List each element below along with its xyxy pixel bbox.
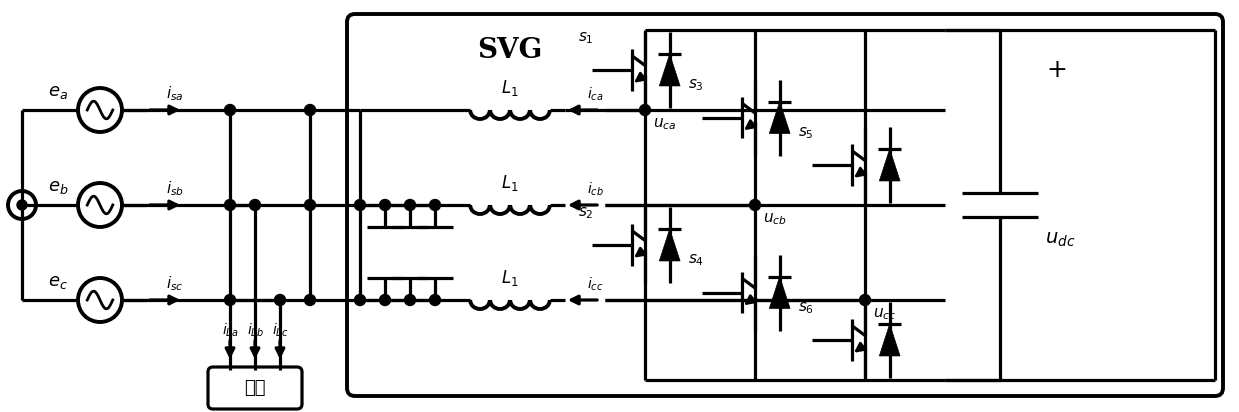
Circle shape [379,295,390,306]
FancyBboxPatch shape [208,367,302,409]
Text: $u_\mathit{ca}$: $u_\mathit{ca}$ [653,116,676,132]
Circle shape [430,199,441,211]
Text: $L_1$: $L_1$ [502,173,519,193]
Text: $i_\mathit{Lc}$: $i_\mathit{Lc}$ [271,321,289,339]
Circle shape [430,295,441,306]
Text: $s_3$: $s_3$ [688,77,704,93]
Circle shape [224,199,235,211]
Text: $e_\mathit{a}$: $e_\mathit{a}$ [48,83,68,101]
Circle shape [305,295,316,306]
Text: $+$: $+$ [1046,58,1066,82]
Text: $s_1$: $s_1$ [579,30,593,46]
Circle shape [305,199,316,211]
Circle shape [17,200,27,210]
Text: $u_{dc}$: $u_{dc}$ [1044,231,1075,249]
Circle shape [249,199,260,211]
Text: $i_\mathit{Lb}$: $i_\mathit{Lb}$ [247,321,264,339]
Text: 负载: 负载 [244,379,265,397]
Polygon shape [659,54,680,86]
Text: $L_1$: $L_1$ [502,78,519,98]
Circle shape [224,295,235,306]
Text: SVG: SVG [477,37,543,63]
Polygon shape [769,101,790,133]
Text: $L_1$: $L_1$ [502,268,519,288]
Circle shape [305,105,316,115]
Text: $s_5$: $s_5$ [798,125,814,140]
Circle shape [224,105,235,115]
Text: $i_\mathit{ca}$: $i_\mathit{ca}$ [587,85,603,103]
Text: $i_\mathit{sa}$: $i_\mathit{sa}$ [166,84,183,103]
Text: $s_4$: $s_4$ [688,252,704,268]
Circle shape [404,295,415,306]
Text: $s_6$: $s_6$ [798,300,814,316]
Circle shape [354,295,366,306]
Polygon shape [769,276,790,309]
Text: $s_2$: $s_2$ [579,205,593,220]
Polygon shape [880,324,900,356]
Text: $i_\mathit{sb}$: $i_\mathit{sb}$ [166,180,185,198]
Text: $u_\mathit{cb}$: $u_\mathit{cb}$ [763,211,787,227]
Circle shape [860,295,871,306]
Text: $e_\mathit{c}$: $e_\mathit{c}$ [48,273,68,291]
Text: $i_\mathit{cb}$: $i_\mathit{cb}$ [586,180,603,198]
Circle shape [275,295,285,306]
Circle shape [639,105,650,115]
Circle shape [750,199,761,211]
Text: $i_\mathit{La}$: $i_\mathit{La}$ [222,321,238,339]
Circle shape [354,199,366,211]
Text: $i_\mathit{sc}$: $i_\mathit{sc}$ [166,275,183,293]
Circle shape [404,199,415,211]
Text: $i_\mathit{cc}$: $i_\mathit{cc}$ [587,275,603,293]
Circle shape [379,199,390,211]
Text: $u_\mathit{cc}$: $u_\mathit{cc}$ [873,306,896,322]
Polygon shape [880,149,900,181]
Polygon shape [659,229,680,261]
Text: $e_\mathit{b}$: $e_\mathit{b}$ [48,178,68,196]
